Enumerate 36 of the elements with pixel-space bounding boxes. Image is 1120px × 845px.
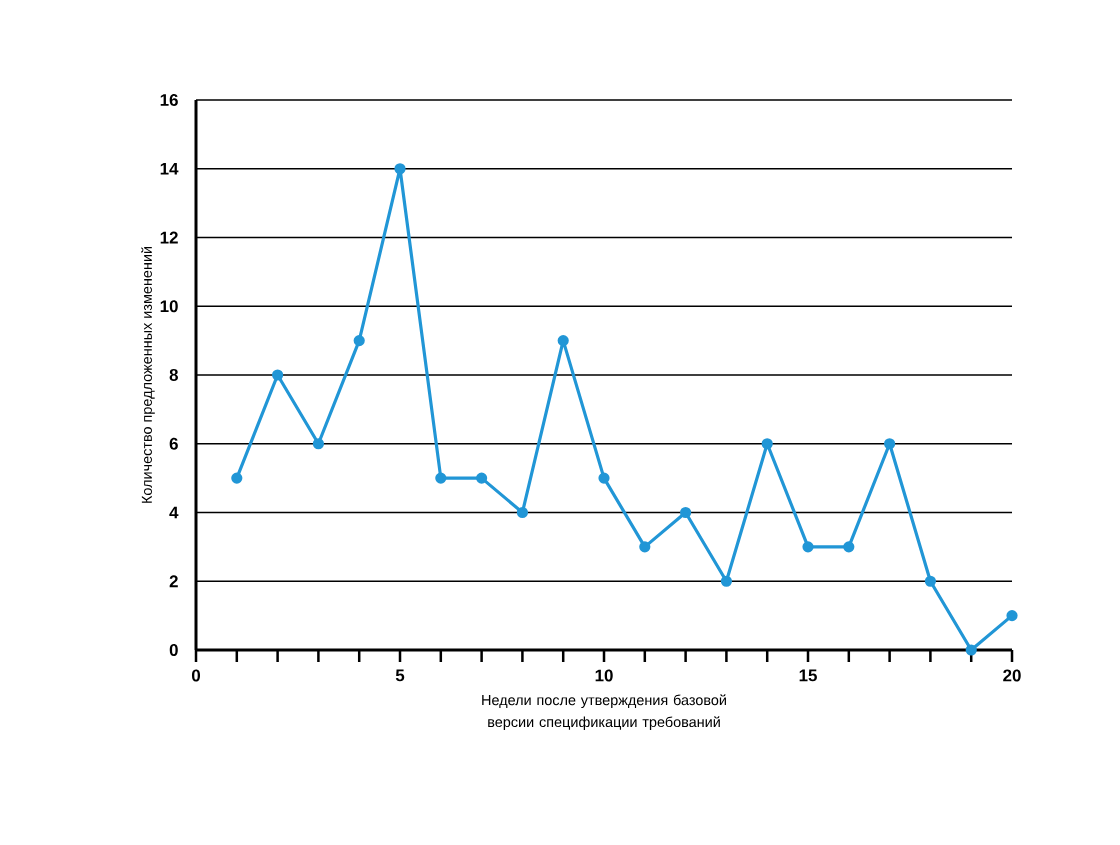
y-tick-label: 10 [160, 300, 178, 313]
point [802, 541, 814, 553]
point [435, 472, 447, 484]
y-tick-label: 14 [160, 162, 179, 175]
point [843, 541, 855, 553]
point [272, 369, 284, 381]
y-tick-label: 16 [160, 93, 178, 106]
point [884, 438, 896, 450]
x-axis-title: Недели после утверждения базовой версии спецификации требований [482, 694, 726, 730]
y-tick-label: 0 [169, 643, 178, 656]
x-tick-label: 20 [1003, 669, 1021, 682]
y-tick-label: 2 [169, 575, 178, 588]
point [598, 472, 610, 484]
point [312, 438, 325, 450]
y-tick-label: 4 [169, 506, 179, 519]
point [639, 541, 651, 553]
point [394, 163, 406, 175]
point [761, 438, 773, 450]
point [924, 575, 937, 587]
x-tick-label: 0 [191, 669, 201, 682]
y-axis-title: Количество предложенных изменений [141, 246, 155, 503]
point [965, 644, 977, 656]
x-tick-label: 10 [595, 669, 613, 682]
point [353, 335, 365, 347]
point [557, 335, 569, 347]
point [516, 506, 529, 519]
point [476, 472, 488, 484]
x-tick-label: 15 [799, 669, 817, 682]
x-tick-label: 5 [395, 669, 405, 682]
y-tick-label: 8 [169, 368, 178, 381]
y-tick-label: 12 [160, 231, 178, 244]
point [680, 506, 692, 519]
point [231, 472, 243, 484]
point [720, 575, 733, 587]
point [1006, 610, 1018, 622]
y-tick-label: 6 [169, 437, 178, 450]
